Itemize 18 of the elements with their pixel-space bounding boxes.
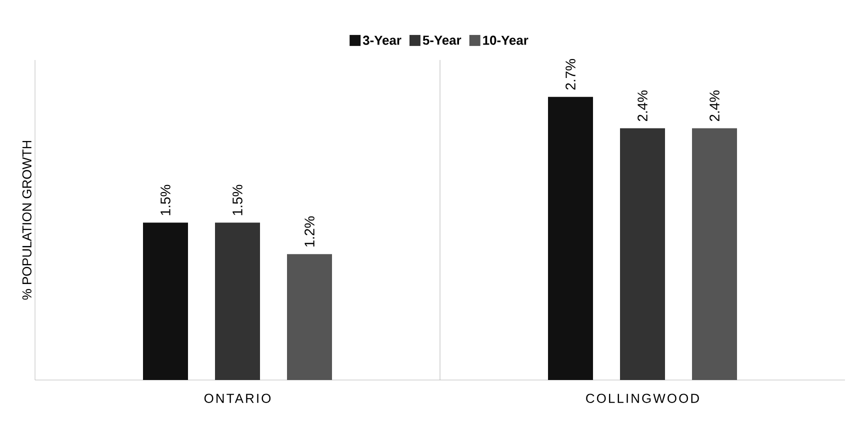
bar	[620, 128, 666, 380]
bar	[548, 96, 594, 380]
data-label: 2.4%	[710, 90, 720, 122]
x-tick-label: COLLINGWOOD	[586, 394, 699, 403]
y-axis-title: % POPULATION GROWTH	[22, 140, 32, 300]
legend-label: 5-Year	[422, 36, 462, 45]
bar	[143, 222, 188, 380]
data-label: 2.4%	[638, 90, 648, 122]
data-label: 1.5%	[232, 184, 242, 216]
bar	[287, 254, 332, 380]
legend-label: 10-Year	[483, 36, 528, 45]
legend-label: 3-Year	[362, 36, 402, 45]
bar	[215, 222, 260, 380]
data-label: 1.5%	[160, 184, 170, 216]
data-label: 1.2%	[304, 216, 314, 247]
bar	[692, 128, 738, 380]
data-label: 2.7%	[566, 59, 576, 90]
x-tick-label: ONTARIO	[204, 394, 271, 403]
